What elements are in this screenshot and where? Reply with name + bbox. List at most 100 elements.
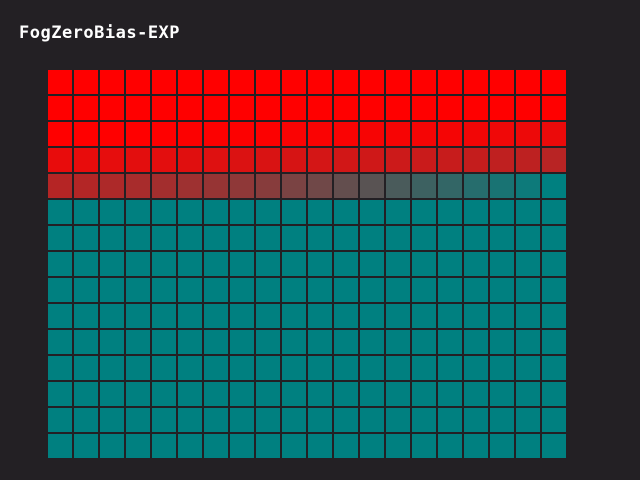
floor-tile <box>490 278 514 302</box>
floor-tile <box>516 122 540 146</box>
floor-tile <box>178 278 202 302</box>
floor-tile <box>282 122 306 146</box>
floor-tile <box>542 434 566 458</box>
floor-tile <box>74 252 98 276</box>
floor-tile <box>438 278 462 302</box>
floor-tile <box>438 330 462 354</box>
floor-tile <box>126 382 150 406</box>
floor-tile <box>178 304 202 328</box>
floor-tile <box>152 200 176 224</box>
floor-tile <box>386 408 410 432</box>
floor-tile <box>438 408 462 432</box>
floor-tile <box>490 330 514 354</box>
floor-tile <box>334 226 358 250</box>
floor-tile <box>490 252 514 276</box>
floor-tile <box>308 304 332 328</box>
floor-tile <box>126 70 150 94</box>
floor-tile <box>516 408 540 432</box>
floor-tile <box>516 70 540 94</box>
floor-tile <box>178 434 202 458</box>
floor-tile <box>490 70 514 94</box>
floor-tile <box>490 408 514 432</box>
floor-tile <box>516 434 540 458</box>
floor-tile <box>230 122 254 146</box>
floor-tile <box>152 356 176 380</box>
floor-tile <box>256 330 280 354</box>
floor-tile <box>438 96 462 120</box>
floor-tile <box>542 356 566 380</box>
floor-tile <box>386 96 410 120</box>
floor-tile <box>256 200 280 224</box>
floor-tile <box>334 330 358 354</box>
floor-tile <box>386 434 410 458</box>
floor-tile <box>48 356 72 380</box>
floor-tile <box>386 330 410 354</box>
floor-tile <box>490 304 514 328</box>
floor-tile <box>74 174 98 198</box>
floor-tile <box>48 304 72 328</box>
floor-tile <box>438 174 462 198</box>
floor-tile <box>438 304 462 328</box>
floor-tile <box>464 382 488 406</box>
floor-tile <box>256 434 280 458</box>
floor-tile <box>360 278 384 302</box>
floor-tile <box>412 382 436 406</box>
floor-tile <box>256 408 280 432</box>
floor-tile <box>438 434 462 458</box>
floor-tile <box>74 122 98 146</box>
floor-tile <box>334 252 358 276</box>
floor-tile <box>204 408 228 432</box>
floor-tile <box>204 122 228 146</box>
floor-tile <box>152 434 176 458</box>
floor-tile <box>308 408 332 432</box>
floor-tile <box>204 434 228 458</box>
floor-tile <box>74 96 98 120</box>
demo-title: FogZeroBias-EXP <box>19 22 180 44</box>
floor-tile <box>126 408 150 432</box>
floor-tile <box>282 226 306 250</box>
floor-tile <box>542 382 566 406</box>
floor-tile <box>126 356 150 380</box>
floor-tile <box>282 174 306 198</box>
floor-tile <box>412 278 436 302</box>
floor-tile <box>360 200 384 224</box>
floor-tile <box>542 96 566 120</box>
floor-tile <box>516 304 540 328</box>
floor-tile <box>178 70 202 94</box>
floor-tile <box>360 330 384 354</box>
floor-tile <box>230 408 254 432</box>
floor-tile <box>74 304 98 328</box>
floor-tile <box>516 96 540 120</box>
floor-tile <box>308 148 332 172</box>
floor-tile <box>48 434 72 458</box>
floor-tile <box>464 70 488 94</box>
floor-tile <box>386 200 410 224</box>
floor-tile <box>152 330 176 354</box>
floor-tile <box>48 408 72 432</box>
floor-tile <box>360 382 384 406</box>
floor-tile <box>48 200 72 224</box>
floor-tile <box>152 252 176 276</box>
floor-tile <box>438 252 462 276</box>
floor-tile <box>334 174 358 198</box>
floor-tile <box>308 278 332 302</box>
floor-tile <box>152 174 176 198</box>
floor-tile <box>542 408 566 432</box>
floor-tile <box>282 356 306 380</box>
floor-tile <box>282 252 306 276</box>
floor-tile <box>178 382 202 406</box>
floor-tile <box>230 278 254 302</box>
floor-tile <box>438 382 462 406</box>
floor-tile <box>282 148 306 172</box>
floor-tile <box>490 434 514 458</box>
floor-tile <box>74 408 98 432</box>
floor-tile <box>490 148 514 172</box>
floor-tile <box>516 174 540 198</box>
floor-tile <box>516 226 540 250</box>
floor-tile <box>490 122 514 146</box>
floor-tile <box>464 200 488 224</box>
floor-tile <box>100 434 124 458</box>
floor-tile <box>178 200 202 224</box>
floor-tile <box>178 408 202 432</box>
